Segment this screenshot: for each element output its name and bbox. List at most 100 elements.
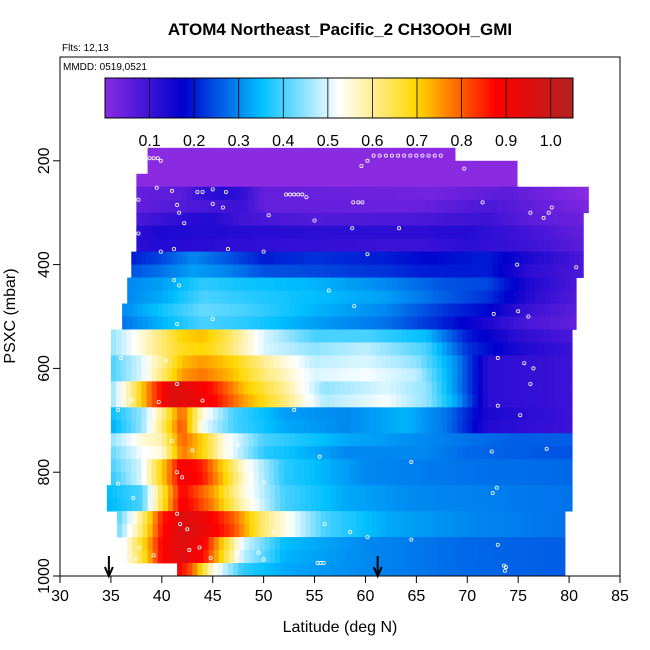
heatmap-cell [329, 342, 336, 356]
heatmap-cell [315, 550, 322, 564]
observation-point [365, 158, 370, 163]
heatmap-cell [487, 264, 494, 278]
heatmap-cell [553, 472, 560, 486]
heatmap-cell [188, 316, 194, 330]
heatmap-cell [234, 160, 240, 175]
heatmap-cell [222, 459, 229, 473]
heatmap-cell [156, 368, 163, 382]
heatmap-cell [351, 290, 357, 304]
heatmap-cell [412, 550, 418, 564]
heatmap-cell [355, 355, 361, 369]
heatmap-cell [248, 446, 254, 460]
heatmap-cell [187, 238, 193, 253]
heatmap-cell [116, 342, 122, 356]
heatmap-cell [533, 394, 539, 408]
heatmap-cell [558, 342, 565, 356]
heatmap-cell [335, 290, 342, 304]
heatmap-cell [187, 394, 193, 408]
heatmap-cell [290, 537, 296, 551]
heatmap-cell [412, 537, 418, 551]
heatmap-cell [198, 303, 204, 317]
heatmap-cell [263, 225, 270, 240]
heatmap-cell [294, 199, 300, 214]
heatmap-cell [335, 511, 342, 525]
heatmap-cell [523, 368, 529, 382]
heatmap-cell [172, 199, 178, 214]
heatmap-cell [502, 199, 509, 214]
heatmap-cell [340, 355, 346, 369]
heatmap-cell [192, 355, 198, 369]
heatmap-cell [228, 264, 234, 278]
heatmap-cell [188, 511, 194, 525]
heatmap-cell [238, 225, 244, 240]
heatmap-cell [463, 277, 469, 291]
heatmap-cell [315, 524, 322, 538]
heatmap-cell [299, 173, 305, 188]
y-axis-label: PSXC (mbar) [2, 268, 19, 363]
heatmap-cell [122, 550, 128, 564]
heatmap-cell [341, 524, 347, 538]
heatmap-cell [136, 264, 142, 278]
heatmap-cell [182, 381, 188, 395]
heatmap-cell [482, 238, 489, 253]
heatmap-cell [207, 238, 214, 253]
observation-point [271, 529, 276, 534]
heatmap-cell [528, 225, 534, 240]
heatmap-cell [503, 160, 510, 175]
heatmap-cell [508, 368, 514, 382]
heatmap-cell [417, 524, 423, 538]
heatmap-cell [483, 160, 490, 175]
heatmap-cell [192, 420, 198, 434]
heatmap-cell [263, 472, 270, 486]
heatmap-cell [417, 498, 423, 512]
heatmap-cell [411, 355, 417, 369]
heatmap-cell [518, 186, 524, 201]
heatmap-cell [514, 550, 520, 564]
heatmap-cell [177, 368, 183, 382]
heatmap-cell [497, 420, 504, 434]
heatmap-cell [162, 290, 169, 304]
heatmap-cell [375, 394, 382, 408]
heatmap-cell [324, 394, 331, 408]
heatmap-cell [212, 407, 219, 421]
heatmap-cell [156, 251, 163, 265]
heatmap-cell [441, 420, 448, 434]
heatmap-cell [427, 524, 434, 538]
heatmap-cell [151, 186, 158, 201]
heatmap-cell [207, 264, 214, 278]
heatmap-cell [212, 433, 219, 447]
heatmap-cell [309, 238, 315, 253]
heatmap-cell [253, 212, 259, 227]
heatmap-cell [228, 355, 234, 369]
heatmap-cell [401, 342, 407, 356]
heatmap-cell [492, 251, 499, 265]
heatmap-cell [253, 225, 259, 240]
heatmap-cell [314, 329, 321, 343]
heatmap-cell [335, 485, 342, 499]
heatmap-cell [305, 550, 311, 564]
heatmap-cell [243, 394, 249, 408]
heatmap-cell [324, 329, 331, 343]
heatmap-cell [477, 459, 483, 473]
heatmap-cell [375, 173, 382, 188]
heatmap-cell [458, 160, 464, 175]
heatmap-cell [335, 537, 342, 551]
heatmap-cell [263, 368, 270, 382]
heatmap-cell [229, 524, 235, 538]
observation-point [490, 490, 495, 495]
heatmap-cell [340, 368, 346, 382]
heatmap-cell [335, 316, 342, 330]
heatmap-cell [187, 264, 193, 278]
heatmap-cell [513, 446, 519, 460]
heatmap-cell [467, 186, 473, 201]
heatmap-cell [111, 485, 118, 499]
heatmap-cell [161, 394, 168, 408]
observation-point [312, 218, 317, 223]
heatmap-cell [116, 459, 122, 473]
observation-point [236, 550, 241, 555]
heatmap-cell [320, 511, 327, 525]
heatmap-cell [397, 316, 403, 330]
heatmap-cell [278, 381, 285, 395]
heatmap-cell [463, 316, 469, 330]
heatmap-cell [436, 355, 443, 369]
